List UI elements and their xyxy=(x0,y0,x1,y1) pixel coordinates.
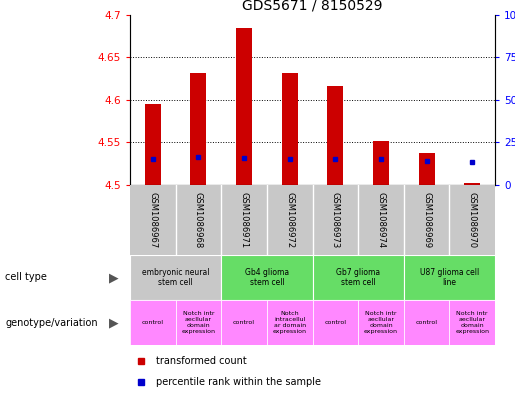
Text: genotype/variation: genotype/variation xyxy=(5,318,98,327)
Bar xyxy=(145,104,161,185)
Text: GSM1086970: GSM1086970 xyxy=(468,192,477,248)
Bar xyxy=(267,300,313,345)
Text: control: control xyxy=(142,320,164,325)
Bar xyxy=(282,73,298,185)
Bar xyxy=(404,300,450,345)
Title: GDS5671 / 8150529: GDS5671 / 8150529 xyxy=(242,0,383,13)
Bar xyxy=(450,300,495,345)
Bar xyxy=(221,255,313,300)
Bar xyxy=(404,255,495,300)
Bar xyxy=(419,153,435,185)
Text: control: control xyxy=(233,320,255,325)
Text: ▶: ▶ xyxy=(109,316,118,329)
Bar xyxy=(358,300,404,345)
Bar xyxy=(373,141,389,185)
Bar xyxy=(236,28,252,185)
Text: transformed count: transformed count xyxy=(156,356,246,366)
Bar xyxy=(464,183,480,185)
Text: embryonic neural
stem cell: embryonic neural stem cell xyxy=(142,268,210,287)
Text: Notch
intracellul
ar domain
expression: Notch intracellul ar domain expression xyxy=(272,311,307,334)
Bar xyxy=(176,300,221,345)
Bar xyxy=(313,300,358,345)
Text: control: control xyxy=(324,320,346,325)
Bar xyxy=(328,86,344,185)
Text: Gb4 glioma
stem cell: Gb4 glioma stem cell xyxy=(245,268,289,287)
Text: control: control xyxy=(416,320,438,325)
Bar xyxy=(313,255,404,300)
Text: ▶: ▶ xyxy=(109,271,118,284)
Text: Notch intr
aecllular
domain
expression: Notch intr aecllular domain expression xyxy=(364,311,398,334)
Text: Gb7 glioma
stem cell: Gb7 glioma stem cell xyxy=(336,268,380,287)
Bar xyxy=(191,73,207,185)
Text: GSM1086972: GSM1086972 xyxy=(285,192,294,248)
Text: Notch intr
aecllular
domain
expression: Notch intr aecllular domain expression xyxy=(455,311,489,334)
Text: U87 glioma cell
line: U87 glioma cell line xyxy=(420,268,479,287)
Text: percentile rank within the sample: percentile rank within the sample xyxy=(156,377,320,387)
Text: Notch intr
aecllular
domain
expression: Notch intr aecllular domain expression xyxy=(181,311,215,334)
Text: GSM1086967: GSM1086967 xyxy=(148,192,157,248)
Bar xyxy=(221,300,267,345)
Text: GSM1086974: GSM1086974 xyxy=(376,192,385,248)
Bar xyxy=(130,255,221,300)
Bar xyxy=(130,300,176,345)
Text: GSM1086971: GSM1086971 xyxy=(239,192,249,248)
Text: GSM1086968: GSM1086968 xyxy=(194,192,203,248)
Text: cell type: cell type xyxy=(5,272,47,283)
Text: GSM1086973: GSM1086973 xyxy=(331,192,340,248)
Text: GSM1086969: GSM1086969 xyxy=(422,192,431,248)
